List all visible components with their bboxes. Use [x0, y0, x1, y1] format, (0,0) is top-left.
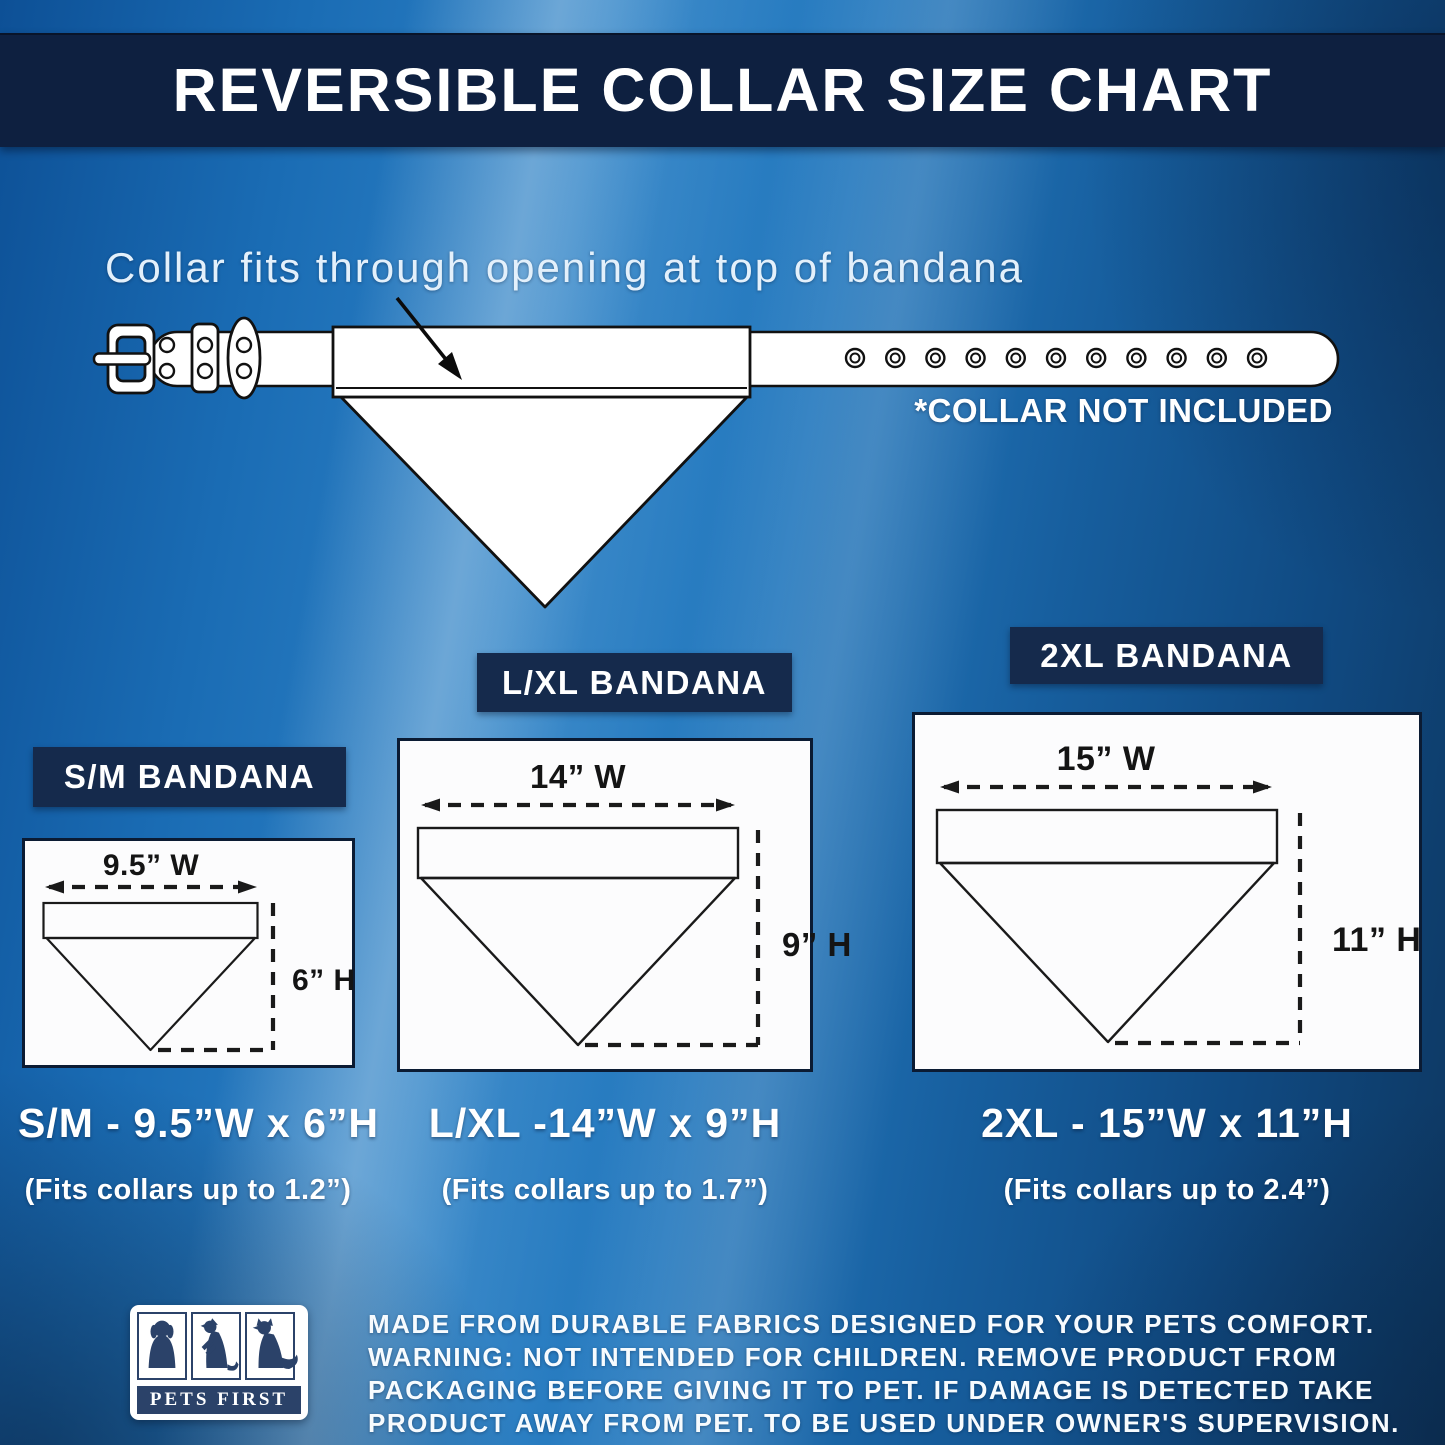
dim-width-lxl: 14” W	[529, 758, 627, 795]
page-title: REVERSIBLE COLLAR SIZE CHART	[172, 56, 1273, 124]
diagram-2xl	[935, 780, 1303, 1046]
logo-animal-panels	[137, 1312, 301, 1382]
pets-first-logo: PETS FIRST	[130, 1305, 308, 1420]
bandana-sleeve	[331, 325, 752, 399]
panel-header-sm: S/M BANDANA	[33, 747, 346, 807]
disclaimer-line: PRODUCT AWAY FROM PET. TO BE USED UNDER …	[368, 1408, 1400, 1438]
panel-box-2xl	[912, 712, 1422, 1072]
collar-keeper	[190, 322, 220, 394]
collar-keeper-round	[226, 316, 262, 400]
collar-holes	[158, 336, 253, 380]
collar-eyelets	[844, 347, 1268, 369]
dim-width-sm: 9.5” W	[102, 849, 200, 882]
disclaimer-text: MADE FROM DURABLE FABRICS DESIGNED FOR Y…	[368, 1308, 1400, 1440]
collar-caption: Collar fits through opening at top of ba…	[105, 244, 1024, 291]
collar-buckle	[92, 323, 156, 395]
logo-panel-dog-sitting	[137, 1312, 187, 1380]
collar-illustration	[92, 296, 1340, 609]
size-line-2xl: 2XL - 15”W x 11”H	[981, 1100, 1353, 1146]
panel-box-sm	[22, 838, 355, 1068]
dim-height-sm: 6” H	[292, 964, 356, 997]
diagram-sm	[42, 880, 276, 1053]
fit-line-2xl: (Fits collars up to 2.4”)	[1003, 1174, 1331, 1206]
disclaimer-line: PACKAGING BEFORE GIVING IT TO PET. IF DA…	[368, 1375, 1374, 1405]
fit-line-sm: (Fits collars up to 1.2”)	[24, 1174, 352, 1206]
disclaimer-line: WARNING: NOT INTENDED FOR CHILDREN. REMO…	[368, 1342, 1338, 1372]
dog-begging-icon	[200, 1318, 239, 1371]
buckle-prong	[92, 352, 152, 366]
fit-line-lxl: (Fits collars up to 1.7”)	[441, 1174, 769, 1206]
panel-header-lxl: L/XL BANDANA	[477, 653, 792, 712]
dim-width-2xl: 15” W	[1056, 740, 1156, 778]
dim-height-2xl: 11” H	[1332, 921, 1422, 959]
dog-shepherd-icon	[252, 1318, 298, 1369]
dim-height-lxl: 9” H	[782, 926, 852, 963]
bandana-triangle	[339, 395, 749, 609]
logo-panel-dog-begging	[191, 1312, 241, 1380]
title-banner: REVERSIBLE COLLAR SIZE CHART	[0, 33, 1445, 147]
disclaimer-line: MADE FROM DURABLE FABRICS DESIGNED FOR Y…	[368, 1309, 1375, 1339]
size-line-sm: S/M - 9.5”W x 6”H	[18, 1100, 380, 1146]
panel-header-lxl-label: L/XL BANDANA	[502, 664, 767, 701]
logo-wordmark-bar: PETS FIRST	[137, 1386, 301, 1414]
size-line-lxl: L/XL -14”W x 9”H	[428, 1100, 782, 1146]
panel-header-2xl: 2XL BANDANA	[1010, 627, 1323, 684]
logo-panel-dog-shepherd	[245, 1312, 298, 1380]
panel-header-sm-label: S/M BANDANA	[63, 758, 316, 795]
panel-header-2xl-label: 2XL BANDANA	[1040, 637, 1293, 674]
dog-sitting-icon	[148, 1320, 176, 1369]
collar-not-included-note: *COLLAR NOT INCLUDED	[914, 392, 1333, 429]
brand-name: PETS FIRST	[149, 1389, 289, 1410]
pointer-arrow	[395, 296, 462, 380]
diagram-lxl	[416, 798, 761, 1048]
